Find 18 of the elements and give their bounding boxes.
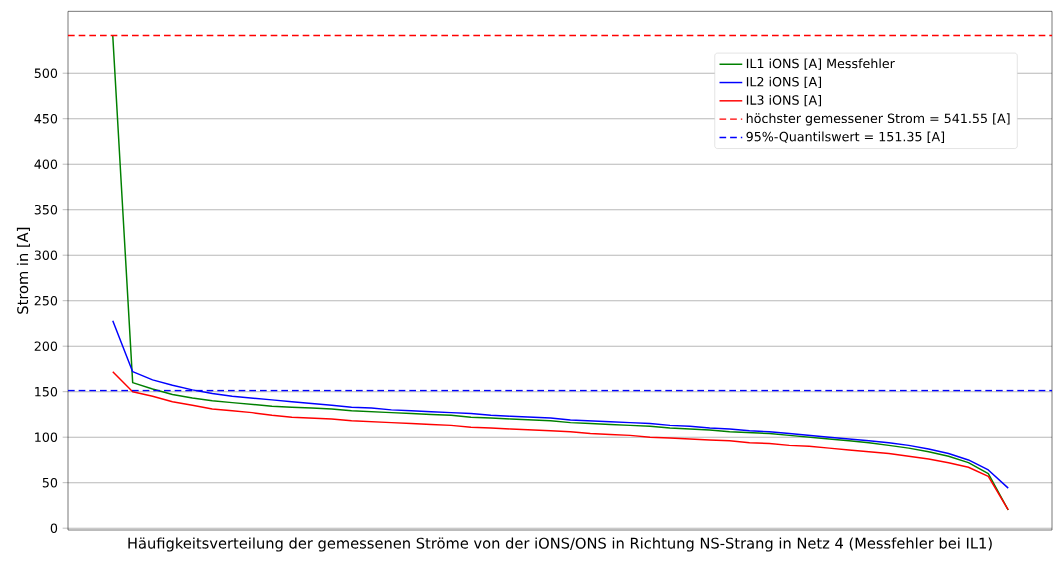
legend-label: IL1 iONS [A] Messfehler [746,58,895,70]
legend-label: 95%-Quantilswert = 151.35 [A] [746,131,945,143]
y-tick-label: 200 [34,341,58,351]
legend-label: höchster gemessener Strom = 541.55 [A] [746,113,1010,126]
y-tick-label: 300 [34,250,58,260]
x-axis-title: Häufigkeitsverteilung der gemessenen Ströme von der iONS/ONS in Richtung NS-Strang in Netz 4 (Messfehler bei IL1) [128,537,992,552]
y-tick-label: 350 [34,204,58,215]
y-axis-title: Strom in [A] [16,227,30,314]
y-tick-label: 100 [35,432,58,442]
y-tick-label: 250 [34,295,58,306]
y-tick-label: 500 [34,68,58,79]
legend-label: IL2 iONS [A] [746,76,822,89]
legend-label: IL3 iONS [A] [746,95,822,107]
y-tick-label: 50 [42,477,58,488]
y-tick-label: 0 [50,523,58,533]
y-tick-label: 150 [35,386,58,397]
y-tick-label: 450 [34,113,58,124]
y-tick-label: 400 [34,159,58,170]
